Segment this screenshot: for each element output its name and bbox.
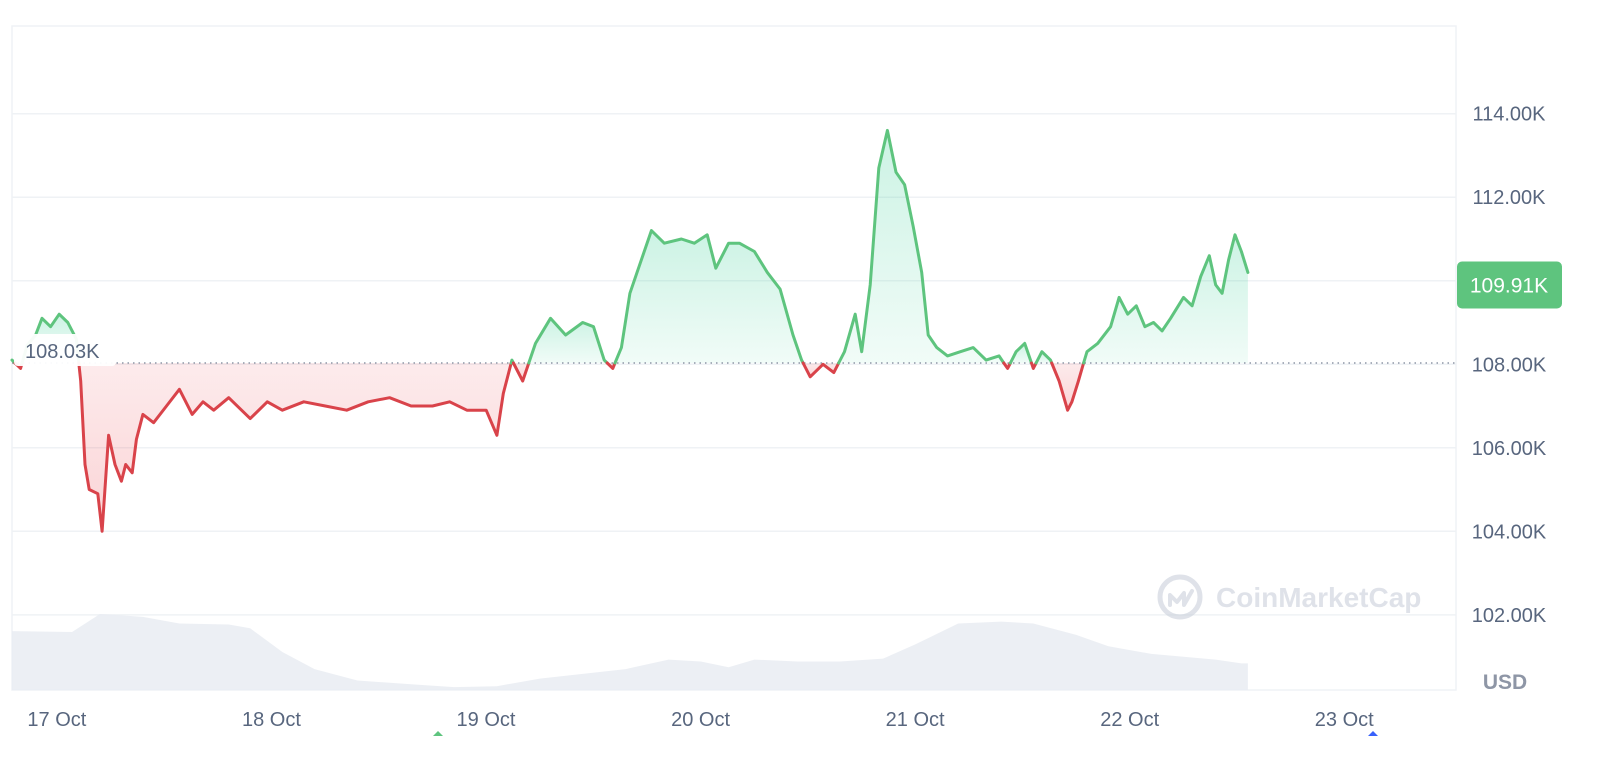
currency-label: USD xyxy=(1483,671,1527,694)
y-tick-label: 114.00K xyxy=(1472,104,1546,126)
volume-shape xyxy=(12,614,1248,690)
area-above-baseline xyxy=(615,230,804,364)
baseline-value: 108.03K xyxy=(25,341,100,363)
x-tick-label: 17 Oct xyxy=(27,709,86,731)
baseline-label: 108.03K xyxy=(14,334,116,366)
x-tick-label: 21 Oct xyxy=(886,709,945,731)
x-tick-label: 22 Oct xyxy=(1100,709,1159,731)
price-line-down xyxy=(801,361,841,379)
x-axis: 17 Oct 18 Oct 19 Oct 20 Oct 21 Oct 22 Oct 23 O… xyxy=(27,709,1374,731)
x-tick-label: 19 Oct xyxy=(457,709,516,731)
price-line-down xyxy=(605,361,617,370)
price-line-up xyxy=(1034,350,1054,365)
y-tick-label: 108.00K xyxy=(1472,354,1547,376)
current-price-value: 109.91K xyxy=(1470,275,1548,298)
x-tick-label: 20 Oct xyxy=(671,709,730,731)
volume-area xyxy=(12,614,1248,690)
area-above-baseline xyxy=(528,318,608,364)
current-price-badge: 109.91K xyxy=(1457,261,1562,309)
price-line-up xyxy=(613,229,805,365)
area-above-baseline xyxy=(838,130,1004,364)
price-area xyxy=(12,130,1248,532)
price-line-down xyxy=(511,361,531,383)
price-line-down xyxy=(1002,361,1012,370)
y-tick-label: 104.00K xyxy=(1472,521,1547,543)
price-line-down xyxy=(1050,361,1086,412)
y-tick-label: 102.00K xyxy=(1472,605,1547,627)
area-above-baseline xyxy=(1036,351,1052,364)
x-tick-label: 18 Oct xyxy=(242,709,301,731)
y-tick-label: 106.00K xyxy=(1472,438,1547,460)
price-line-up xyxy=(527,316,609,365)
y-axis: 114.00K 112.00K 108.00K 106.00K 104.00K 102.0… xyxy=(1472,104,1547,627)
price-line-up xyxy=(1008,341,1033,365)
y-tick-label: 112.00K xyxy=(1472,187,1546,209)
area-below-baseline xyxy=(1051,363,1084,411)
watermark: CoinMarketCap xyxy=(1157,574,1421,620)
area-below-baseline xyxy=(78,363,512,532)
watermark-text: CoinMarketCap xyxy=(1216,582,1421,613)
green-marker-icon xyxy=(433,731,443,736)
price-line-down xyxy=(77,361,513,533)
price-line xyxy=(10,128,1250,533)
coinmarketcap-logo-icon xyxy=(1157,574,1203,620)
price-line-up xyxy=(837,128,1006,365)
x-tick-label: 23 Oct xyxy=(1315,709,1374,731)
blue-marker-icon xyxy=(1368,731,1378,736)
price-line-up xyxy=(1082,233,1250,365)
area-above-baseline xyxy=(1083,234,1248,364)
price-line-down xyxy=(1030,361,1038,370)
